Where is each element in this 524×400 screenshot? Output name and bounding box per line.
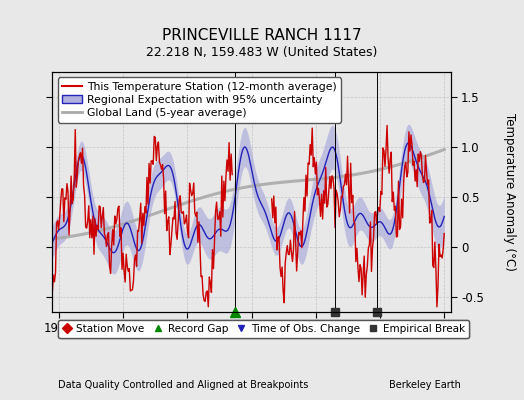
Text: Berkeley Earth: Berkeley Earth: [389, 380, 461, 390]
Y-axis label: Temperature Anomaly (°C): Temperature Anomaly (°C): [504, 113, 516, 271]
Legend: Station Move, Record Gap, Time of Obs. Change, Empirical Break: Station Move, Record Gap, Time of Obs. C…: [58, 320, 469, 338]
Text: 22.218 N, 159.483 W (United States): 22.218 N, 159.483 W (United States): [146, 46, 378, 59]
Text: PRINCEVILLE RANCH 1117: PRINCEVILLE RANCH 1117: [162, 28, 362, 43]
Text: Data Quality Controlled and Aligned at Breakpoints: Data Quality Controlled and Aligned at B…: [58, 380, 308, 390]
